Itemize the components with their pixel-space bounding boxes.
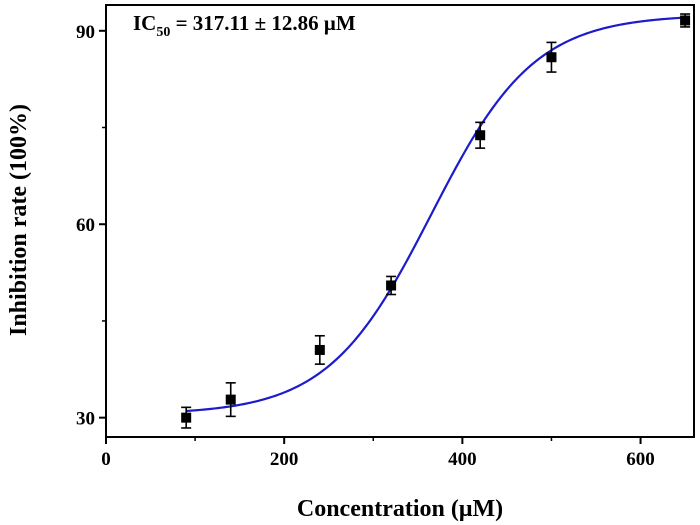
data-point-3 — [386, 275, 397, 296]
data-point-1 — [225, 382, 236, 418]
point-marker — [225, 394, 236, 405]
data-point-0 — [181, 406, 192, 429]
point-marker — [546, 52, 557, 63]
ic50-prefix: IC — [133, 11, 156, 35]
ic50-subscript: 50 — [156, 25, 170, 40]
data-point-5 — [546, 41, 557, 73]
data-point-2 — [314, 334, 325, 365]
x-tick-label-0: 0 — [101, 449, 111, 470]
data-points-layer — [181, 13, 691, 429]
point-marker — [314, 344, 325, 355]
y-tick-label-1: 60 — [76, 215, 95, 236]
x-tick-label-2: 400 — [448, 449, 477, 470]
x-tick-label-1: 200 — [270, 449, 299, 470]
y-axis-title: Inhibition rate (100%) — [6, 104, 32, 336]
ic50-value: = 317.11 ± 12.86 μM — [170, 11, 355, 35]
plot-frame — [105, 4, 695, 438]
ticks: 0 200 400 600 30 60 90 — [76, 22, 655, 470]
y-tick-label-2: 90 — [76, 22, 95, 43]
data-point-6 — [680, 13, 691, 28]
point-marker — [181, 412, 192, 423]
fit-curve — [186, 16, 686, 413]
x-axis-title: Concentration (μM) — [297, 496, 503, 522]
fit-curve-layer — [186, 16, 686, 413]
x-tick-label-3: 600 — [626, 449, 655, 470]
point-marker — [386, 280, 397, 291]
point-marker — [680, 15, 691, 26]
ic50-annotation: IC50 = 317.11 ± 12.86 μM — [133, 11, 356, 40]
axes — [105, 4, 695, 438]
point-marker — [475, 130, 486, 141]
data-point-4 — [475, 121, 486, 149]
y-tick-label-0: 30 — [76, 409, 95, 430]
